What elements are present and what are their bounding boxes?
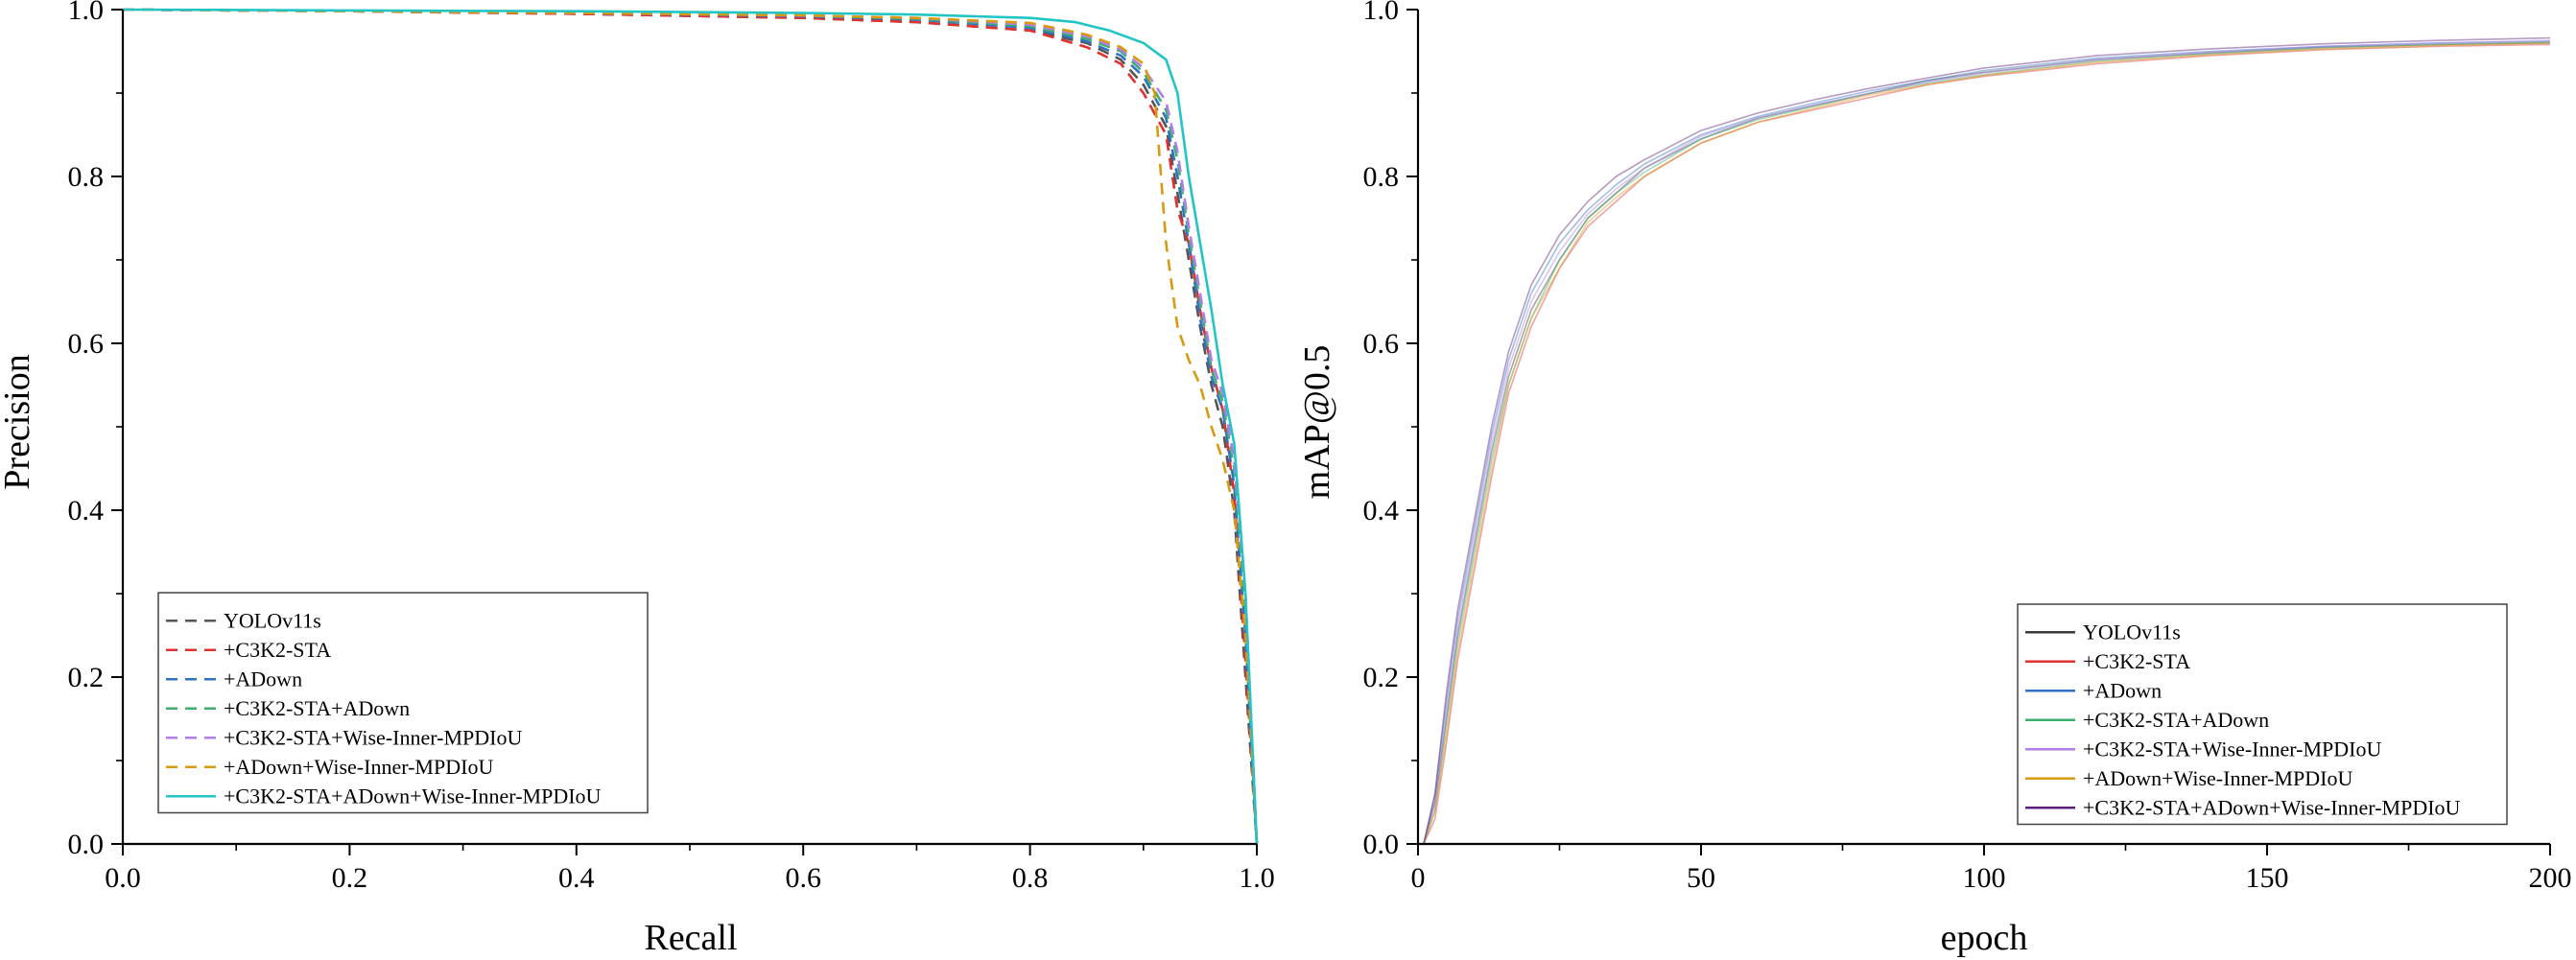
map-legend-label-6: +C3K2-STA+ADown+Wise-Inner-MPDIoU	[2083, 795, 2461, 819]
map-x-tick-label: 150	[2246, 862, 2289, 894]
pr-y-tick-label: 0.6	[68, 328, 105, 360]
map-series-line-6	[1423, 36, 2551, 845]
map-series-line-1	[1423, 43, 2551, 845]
pr-x-tick-label: 0.2	[332, 862, 368, 894]
map-series-line-0	[1423, 42, 2551, 845]
map-legend-label-5: +ADown+Wise-Inner-MPDIoU	[2083, 766, 2352, 790]
pr-y-axis-title: Precision	[0, 354, 37, 489]
pr-axes: 0.0 0.2 0.4 0.6 0.8 1.0 0.0 0.2 0.4 0.6 0.8 1.0	[68, 0, 1275, 894]
pr-legend-label-2: +ADown	[224, 667, 302, 691]
pr-series-line-6	[122, 8, 1259, 845]
pr-y-tick-label: 0.2	[68, 662, 105, 693]
pr-legend-box	[157, 592, 649, 814]
map-legend: YOLOv11s+C3K2-STA+ADown+C3K2-STA+ADown+C…	[2017, 603, 2508, 826]
pr-legend-label-6: +C3K2-STA+ADown+Wise-Inner-MPDIoU	[224, 784, 602, 808]
map-series-line-5	[1423, 42, 2551, 845]
pr-y-tick-label: 0.0	[68, 829, 105, 860]
map-x-tick-label: 200	[2529, 862, 2572, 894]
map-y-tick-label: 0.0	[1363, 829, 1400, 860]
map-legend-label-0: YOLOv11s	[2083, 620, 2181, 644]
map-y-axis-title: mAP@0.5	[1297, 345, 1337, 500]
pr-legend-label-5: +ADown+Wise-Inner-MPDIoU	[224, 755, 493, 779]
map-y-tick-label: 0.2	[1363, 662, 1400, 693]
map-legend-box	[2017, 603, 2508, 826]
pr-y-tick-label: 1.0	[68, 0, 105, 26]
map-series-line-4	[1423, 39, 2551, 845]
map-y-tick-label: 0.8	[1363, 161, 1400, 193]
map-series-layer	[1423, 36, 2551, 845]
precision-recall-chart: 0.0 0.2 0.4 0.6 0.8 1.0 0.0 0.2 0.4 0.6 0.8 1.0 Rec…	[0, 0, 1275, 958]
map-x-tick-label: 0	[1411, 862, 1426, 894]
pr-series-line-5	[122, 8, 1259, 845]
map-legend-label-4: +C3K2-STA+Wise-Inner-MPDIoU	[2083, 737, 2381, 761]
map-legend-label-3: +C3K2-STA+ADown	[2083, 708, 2269, 732]
map-y-tick-label: 0.6	[1363, 328, 1400, 360]
pr-y-tick-label: 0.4	[68, 495, 105, 527]
pr-x-tick-label: 0.6	[785, 862, 821, 894]
map-legend-label-1: +C3K2-STA	[2083, 649, 2190, 673]
map-y-tick-label: 0.4	[1363, 495, 1400, 527]
map-axes: 0 50 100 150 200 0.0 0.2 0.4 0.6 0.8 1.0	[1363, 0, 2572, 894]
map-legend-label-2: +ADown	[2083, 678, 2162, 702]
pr-x-tick-label: 1.0	[1239, 862, 1275, 894]
map-y-tick-label: 1.0	[1363, 0, 1400, 26]
map-x-tick-label: 100	[1963, 862, 2006, 894]
pr-legend-label-3: +C3K2-STA+ADown	[224, 696, 410, 720]
map-series-line-2	[1423, 40, 2551, 845]
map-x-tick-label: 50	[1687, 862, 1715, 894]
pr-series-layer	[122, 8, 1259, 845]
pr-x-tick-label: 0.4	[558, 862, 595, 894]
map-series-line-3	[1423, 41, 2551, 845]
pr-x-axis-title: Recall	[644, 918, 737, 958]
pr-x-tick-label: 0.8	[1012, 862, 1049, 894]
pr-legend-label-0: YOLOv11s	[224, 608, 321, 632]
map-x-axis-title: epoch	[1941, 918, 2028, 958]
pr-legend: YOLOv11s+C3K2-STA+ADown+C3K2-STA+ADown+C…	[157, 592, 649, 814]
pr-legend-label-1: +C3K2-STA	[224, 638, 331, 662]
pr-legend-label-4: +C3K2-STA+Wise-Inner-MPDIoU	[224, 725, 522, 749]
pr-x-tick-label: 0.0	[105, 862, 141, 894]
pr-y-tick-label: 0.8	[68, 161, 105, 193]
map-epoch-chart: 0 50 100 150 200 0.0 0.2 0.4 0.6 0.8 1.0 epoch mAP…	[1297, 0, 2572, 958]
